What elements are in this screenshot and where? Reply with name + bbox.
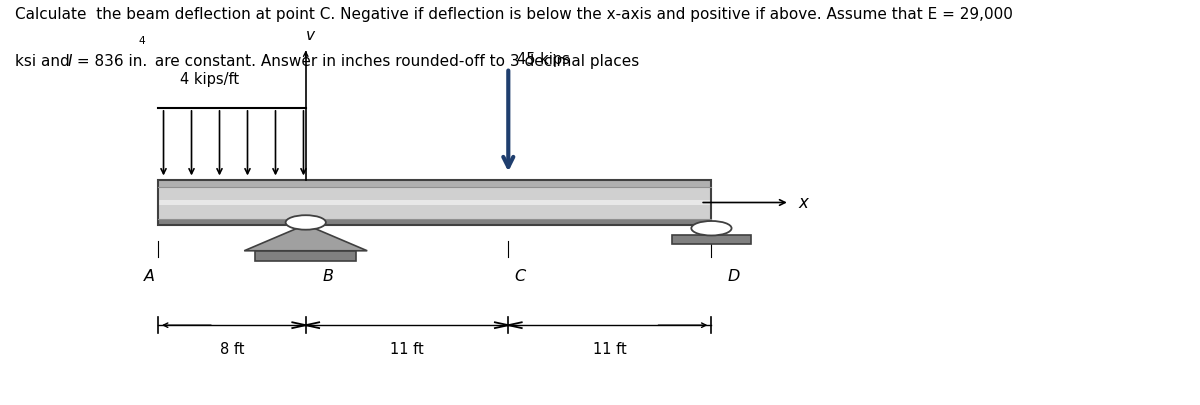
Text: I: I: [68, 54, 72, 69]
Text: D: D: [727, 269, 740, 284]
Text: 11 ft: 11 ft: [593, 342, 626, 357]
Text: v: v: [306, 28, 314, 43]
Text: A: A: [144, 269, 155, 284]
Text: C: C: [514, 269, 526, 284]
Text: B: B: [323, 269, 334, 284]
Text: 11 ft: 11 ft: [390, 342, 424, 357]
Circle shape: [286, 215, 326, 230]
Text: Calculate  the beam deflection at point C. Negative if deflection is below the x: Calculate the beam deflection at point C…: [14, 7, 1013, 22]
Bar: [158, 180, 712, 225]
Polygon shape: [245, 225, 367, 251]
Bar: [158, 219, 712, 225]
Bar: [158, 180, 712, 187]
Bar: [256, 251, 356, 261]
Circle shape: [691, 221, 732, 235]
Bar: [158, 200, 712, 205]
Text: 4 kips/ft: 4 kips/ft: [180, 72, 239, 87]
Bar: [672, 235, 750, 243]
Text: ksi and: ksi and: [14, 54, 74, 69]
Text: are constant. Answer in inches rounded-off to 3 decimal places: are constant. Answer in inches rounded-o…: [150, 54, 638, 69]
Text: 8 ft: 8 ft: [220, 342, 244, 357]
Text: = 836 in.: = 836 in.: [72, 54, 148, 69]
Bar: [158, 180, 712, 225]
Text: 4: 4: [138, 36, 145, 46]
Text: 45 kips: 45 kips: [517, 52, 570, 67]
Text: x: x: [799, 194, 809, 211]
